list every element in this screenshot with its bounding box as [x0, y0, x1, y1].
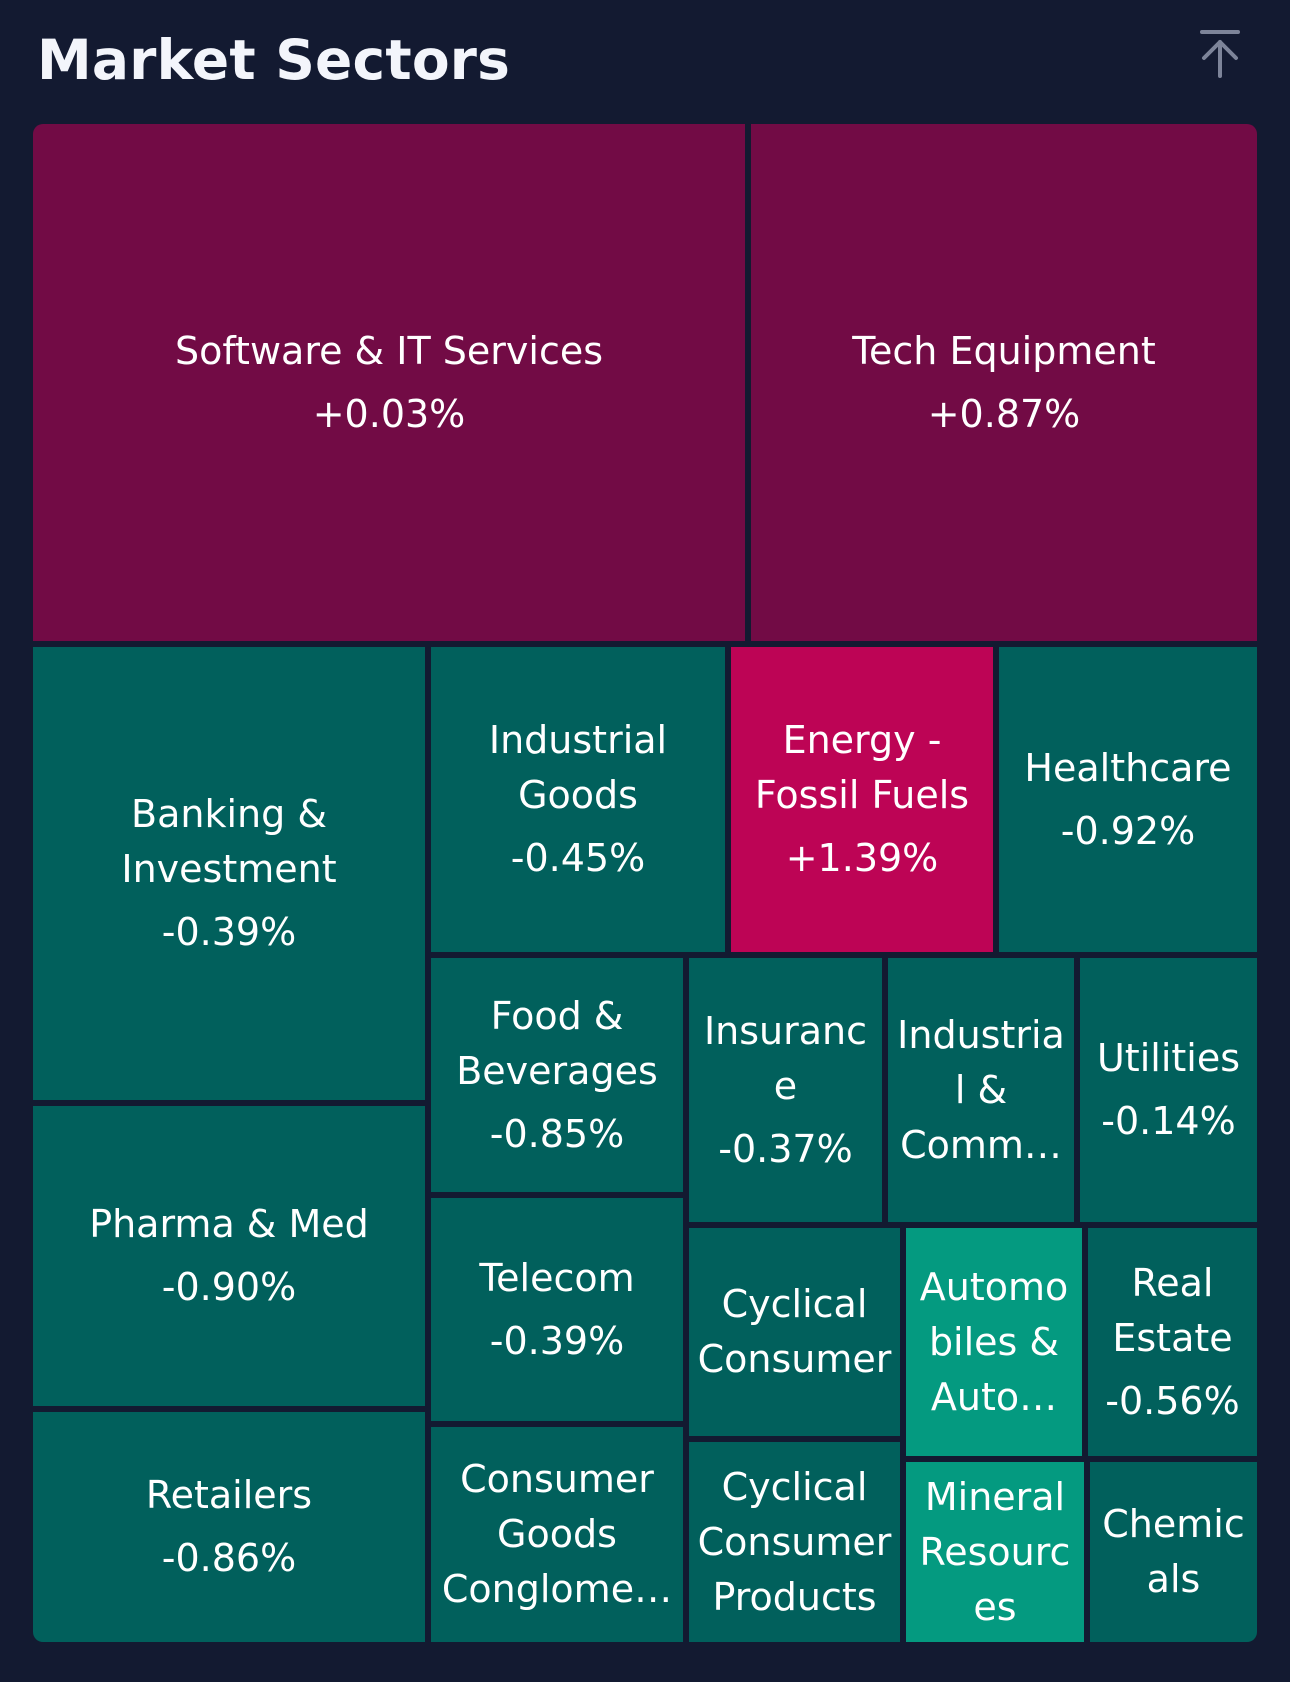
- sector-change: -0.92%: [1060, 808, 1196, 853]
- sector-name: Food & Beverages: [456, 993, 658, 1093]
- sector-tile[interactable]: Chemic als: [1090, 1462, 1257, 1642]
- sector-tile[interactable]: Utilities -0.14%: [1080, 958, 1257, 1222]
- sector-tile[interactable]: Software & IT Services +0.03%: [33, 124, 745, 641]
- sector-change: +0.03%: [312, 391, 466, 436]
- sector-name: Pharma & Med: [89, 1202, 369, 1246]
- sector-name: Utilities: [1096, 1036, 1241, 1080]
- sector-change: -0.90%: [161, 1265, 297, 1309]
- sector-name: Consumer Goods Conglome…: [441, 1457, 673, 1611]
- sector-tile[interactable]: Mineral Resourc es: [906, 1462, 1084, 1642]
- sector-change: -0.39%: [161, 910, 297, 954]
- sector-tile[interactable]: Retailers -0.86%: [33, 1412, 425, 1642]
- sector-tile[interactable]: Tech Equipment +0.87%: [751, 124, 1257, 641]
- sector-tile[interactable]: Banking & Investment -0.39%: [33, 647, 425, 1100]
- sector-change: -0.39%: [489, 1318, 625, 1363]
- sector-tile[interactable]: Industrial Goods -0.45%: [431, 647, 725, 952]
- sector-name: Retailers: [145, 1473, 313, 1517]
- sector-name: Cyclical Consumer Products: [697, 1464, 892, 1619]
- sector-name: Software & IT Services: [174, 328, 604, 373]
- sector-tile[interactable]: Industria l & Comm…: [888, 958, 1074, 1222]
- sector-name: Industria l & Comm…: [897, 1012, 1065, 1167]
- sector-tile[interactable]: Cyclical Consumer: [689, 1228, 900, 1436]
- sector-tile[interactable]: Cyclical Consumer Products: [689, 1442, 900, 1642]
- page-title: Market Sectors: [37, 28, 511, 92]
- sector-name: Tech Equipment: [852, 328, 1156, 373]
- sector-change: -0.86%: [161, 1536, 297, 1580]
- sector-name: Telecom: [479, 1255, 635, 1300]
- sector-name: Insuranc e: [703, 1008, 868, 1108]
- sector-tile[interactable]: Healthcare -0.92%: [999, 647, 1257, 952]
- arrow-up-to-line-icon: [1200, 30, 1240, 78]
- sector-tile[interactable]: Consumer Goods Conglome…: [431, 1427, 683, 1642]
- sector-change: -0.56%: [1105, 1378, 1240, 1423]
- sector-change: +1.39%: [785, 836, 939, 880]
- sector-tile[interactable]: Telecom -0.39%: [431, 1198, 683, 1421]
- sector-name: Healthcare: [1024, 745, 1232, 790]
- sector-change: -0.14%: [1101, 1099, 1236, 1143]
- scroll-to-top-button[interactable]: [1190, 24, 1250, 84]
- sector-name: Energy - Fossil Fuels: [754, 718, 970, 817]
- sector-tile[interactable]: Real Estate -0.56%: [1088, 1228, 1257, 1456]
- sector-name: Mineral Resourc es: [919, 1474, 1071, 1629]
- sector-tile[interactable]: Food & Beverages -0.85%: [431, 958, 683, 1192]
- sector-change: -0.45%: [510, 836, 646, 880]
- sector-change: -0.37%: [718, 1126, 853, 1171]
- sector-change: -0.85%: [489, 1111, 625, 1156]
- sector-name: Chemic als: [1102, 1502, 1245, 1601]
- sector-name: Industrial Goods: [488, 718, 668, 817]
- sector-change: +0.87%: [927, 391, 1081, 436]
- sector-tile[interactable]: Insuranc e -0.37%: [689, 958, 882, 1222]
- sector-tile[interactable]: Automo biles & Auto…: [906, 1228, 1082, 1456]
- sector-name: Automo biles & Auto…: [919, 1264, 1069, 1419]
- sector-name: Banking & Investment: [121, 792, 337, 891]
- sector-name: Cyclical Consumer: [697, 1282, 892, 1381]
- sector-name: Real Estate: [1112, 1260, 1233, 1360]
- sector-tile[interactable]: Energy - Fossil Fuels +1.39%: [731, 647, 993, 952]
- sector-tile[interactable]: Pharma & Med -0.90%: [33, 1106, 425, 1406]
